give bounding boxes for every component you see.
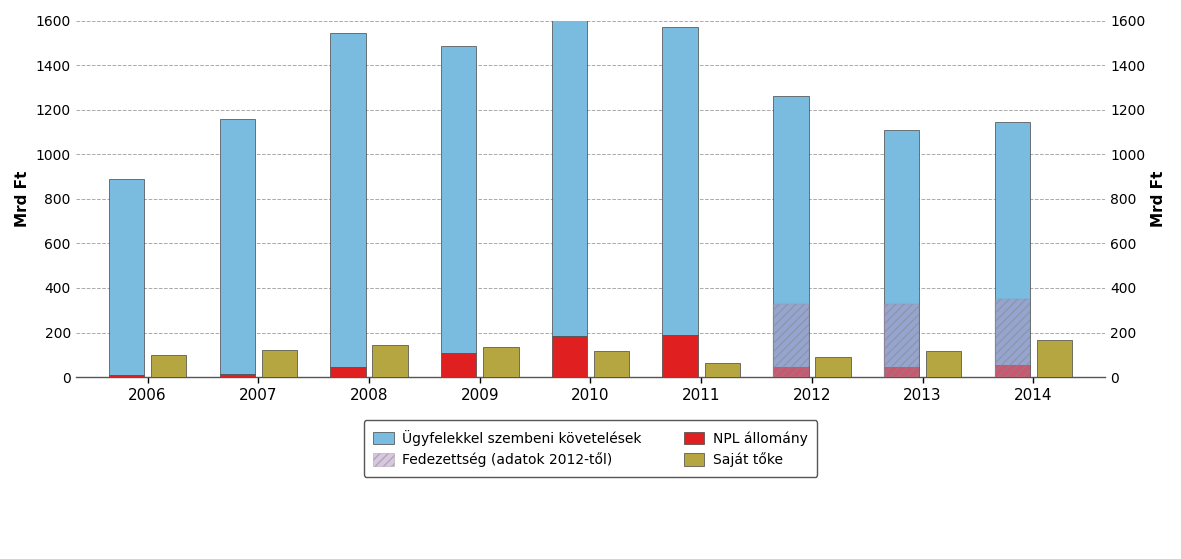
Bar xyxy=(705,363,740,377)
Bar xyxy=(994,365,1030,377)
Bar xyxy=(774,304,809,377)
Bar xyxy=(109,179,144,375)
Bar xyxy=(441,353,476,377)
Bar xyxy=(483,347,518,377)
Bar xyxy=(883,304,919,377)
Bar xyxy=(552,336,587,377)
Bar xyxy=(331,367,366,377)
Bar xyxy=(151,355,187,377)
Bar xyxy=(109,375,144,377)
Bar xyxy=(372,345,407,377)
Bar xyxy=(883,367,919,377)
Y-axis label: Mrd Ft: Mrd Ft xyxy=(1151,170,1166,227)
Bar xyxy=(815,357,850,377)
Bar xyxy=(331,33,366,367)
Bar xyxy=(663,27,698,335)
Bar xyxy=(774,367,809,377)
Bar xyxy=(594,352,629,377)
Bar xyxy=(883,130,919,367)
Y-axis label: Mrd Ft: Mrd Ft xyxy=(15,170,30,227)
Bar xyxy=(774,96,809,367)
Bar xyxy=(663,335,698,377)
Bar xyxy=(552,18,587,336)
Bar xyxy=(220,119,255,374)
Bar xyxy=(441,46,476,353)
Bar xyxy=(262,350,298,377)
Bar xyxy=(220,374,255,377)
Legend: Ügyfelekkel szembeni követelések, Fedezettség (adatok 2012-től), NPL állomány, S: Ügyfelekkel szembeni követelések, Fedeze… xyxy=(364,420,817,477)
Bar xyxy=(994,122,1030,365)
Bar xyxy=(926,352,961,377)
Bar xyxy=(994,299,1030,377)
Bar xyxy=(1037,340,1072,377)
